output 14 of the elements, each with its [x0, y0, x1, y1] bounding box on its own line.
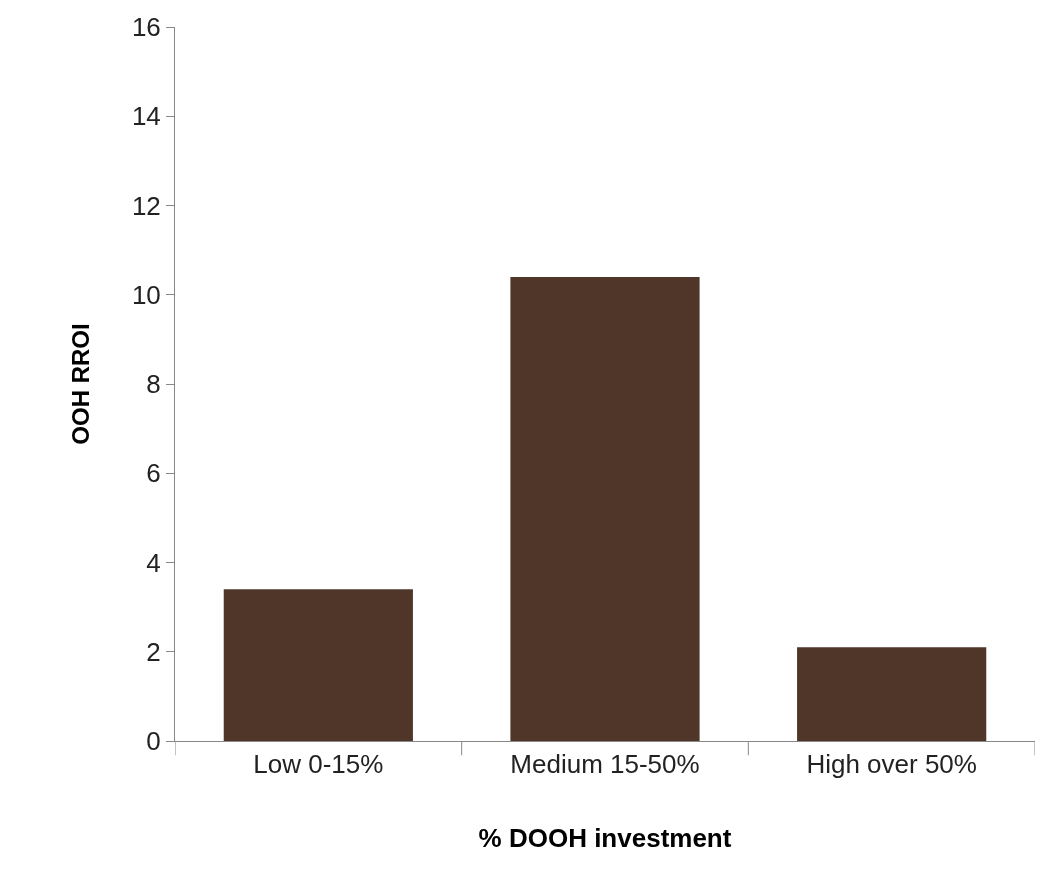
y-tick-label: 6 — [146, 458, 161, 489]
y-tick-label: 0 — [146, 726, 161, 757]
y-tick-label: 16 — [131, 12, 161, 43]
x-tick-label: Medium 15-50% — [510, 749, 700, 780]
y-tick-label: 4 — [146, 547, 161, 578]
x-tick-label: High over 50% — [806, 749, 977, 780]
x-tick-label: Low 0-15% — [253, 749, 384, 780]
x-axis-title: % DOOH investment — [478, 822, 732, 853]
y-tick-label: 8 — [146, 369, 161, 400]
y-tick-label: 14 — [131, 101, 161, 132]
y-tick-label: 10 — [131, 279, 161, 310]
y-axis-title: OOH RROI — [66, 323, 94, 445]
y-tick-label: 12 — [131, 190, 161, 221]
y-tick-label: 2 — [146, 636, 161, 667]
